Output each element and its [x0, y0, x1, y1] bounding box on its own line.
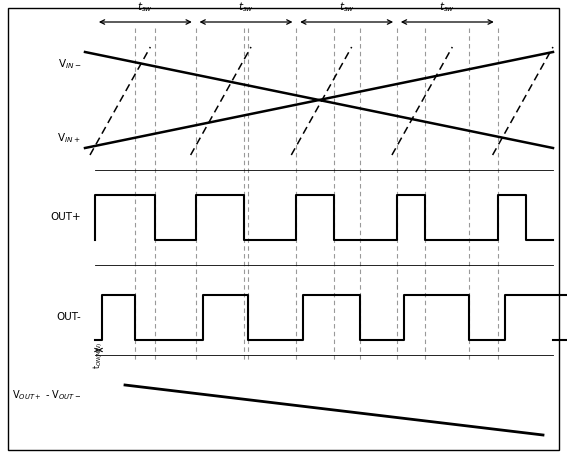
Text: OUT-: OUT-: [56, 312, 81, 322]
Text: t$_{ON(MIN)}$: t$_{ON(MIN)}$: [92, 342, 105, 369]
Text: t$_{sw}$: t$_{sw}$: [238, 0, 254, 14]
Text: t$_{sw}$: t$_{sw}$: [137, 0, 153, 14]
Text: V$_{IN-}$: V$_{IN-}$: [57, 57, 81, 71]
Text: t$_{sw}$: t$_{sw}$: [338, 0, 354, 14]
Text: V$_{OUT+}$ - V$_{OUT-}$: V$_{OUT+}$ - V$_{OUT-}$: [12, 388, 81, 402]
Text: V$_{IN+}$: V$_{IN+}$: [57, 131, 81, 145]
Text: OUT+: OUT+: [50, 213, 81, 223]
Text: t$_{sw}$: t$_{sw}$: [439, 0, 455, 14]
